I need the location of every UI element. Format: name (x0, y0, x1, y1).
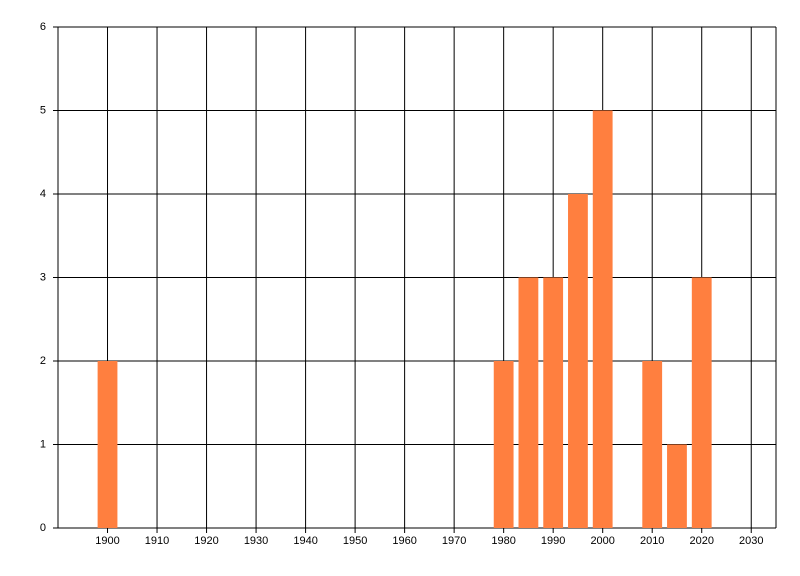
bar (97, 361, 118, 528)
x-tick-label: 2020 (689, 535, 713, 547)
x-tick-label: 2000 (590, 535, 614, 547)
bar (543, 277, 564, 528)
y-tick-label: 2 (40, 355, 46, 367)
bar (642, 361, 663, 528)
bar (568, 194, 588, 528)
x-tick-label: 1930 (244, 535, 268, 547)
x-tick-label: 1980 (491, 535, 515, 547)
x-tick-label: 1960 (392, 535, 416, 547)
bar (493, 361, 514, 528)
x-tick-label: 1990 (541, 535, 565, 547)
x-tick-label: 1900 (95, 535, 119, 547)
x-tick-label: 1920 (194, 535, 218, 547)
x-tick-label: 1950 (343, 535, 367, 547)
bar (691, 277, 712, 528)
y-tick-label: 6 (40, 21, 46, 33)
y-tick-label: 4 (40, 188, 46, 200)
x-tick-label: 2030 (739, 535, 763, 547)
bar (667, 444, 687, 528)
y-tick-label: 3 (40, 271, 46, 283)
bar (592, 110, 613, 528)
y-tick-label: 5 (40, 104, 46, 116)
bar (518, 277, 539, 528)
y-tick-label: 1 (40, 438, 46, 450)
y-tick-label: 0 (40, 522, 46, 534)
x-tick-label: 1910 (145, 535, 169, 547)
x-tick-label: 1940 (293, 535, 317, 547)
x-tick-label: 2010 (640, 535, 664, 547)
x-tick-label: 1970 (442, 535, 466, 547)
